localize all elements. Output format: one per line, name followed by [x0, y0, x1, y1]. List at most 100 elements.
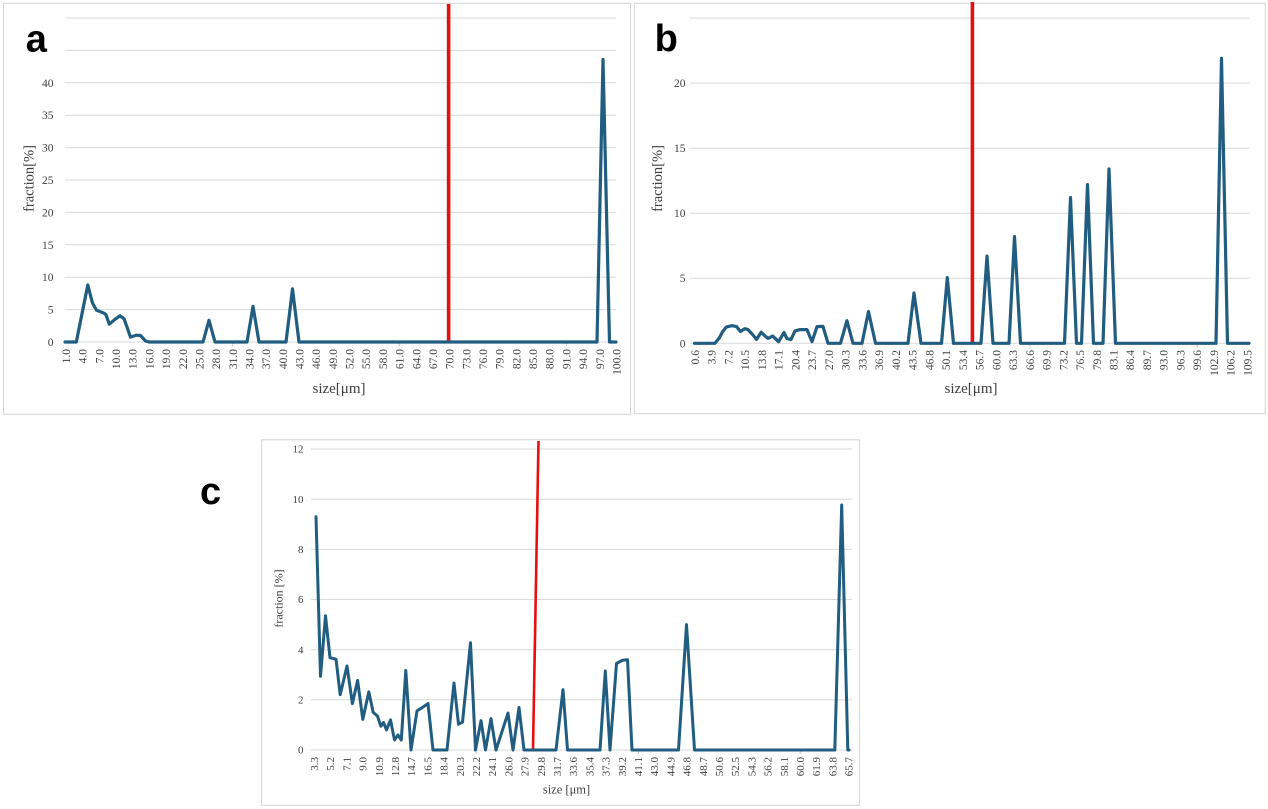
svg-text:6: 6	[298, 594, 304, 606]
svg-text:37.3: 37.3	[601, 757, 613, 777]
svg-text:93.0: 93.0	[1159, 350, 1171, 370]
svg-text:c: c	[200, 471, 221, 513]
svg-text:12: 12	[293, 444, 304, 456]
svg-text:size[μm]: size[μm]	[944, 381, 997, 397]
svg-text:33.6: 33.6	[568, 757, 580, 777]
svg-text:3.9: 3.9	[707, 350, 719, 365]
svg-text:4: 4	[298, 644, 304, 656]
svg-text:5.2: 5.2	[325, 757, 337, 771]
svg-text:67.0: 67.0	[428, 349, 440, 369]
svg-text:35: 35	[42, 110, 54, 122]
svg-text:43.0: 43.0	[295, 349, 307, 369]
svg-text:60.0: 60.0	[991, 350, 1003, 370]
svg-text:33.6: 33.6	[857, 350, 869, 370]
svg-text:16.0: 16.0	[144, 349, 156, 369]
svg-text:5: 5	[48, 305, 54, 317]
svg-text:fraction [%]: fraction [%]	[272, 569, 286, 627]
svg-text:31.0: 31.0	[228, 349, 240, 369]
svg-text:49.0: 49.0	[328, 349, 340, 369]
svg-text:106.2: 106.2	[1226, 350, 1238, 376]
svg-text:89.7: 89.7	[1142, 350, 1154, 370]
svg-text:61.9: 61.9	[811, 757, 823, 777]
svg-text:1.0: 1.0	[61, 349, 73, 364]
svg-text:60.0: 60.0	[795, 757, 807, 777]
svg-text:10: 10	[293, 494, 305, 506]
svg-text:31.7: 31.7	[552, 757, 564, 777]
svg-text:0: 0	[298, 745, 304, 757]
svg-text:76.0: 76.0	[478, 349, 490, 369]
svg-text:22.0: 22.0	[178, 349, 190, 369]
svg-text:99.6: 99.6	[1192, 350, 1204, 370]
svg-text:9.0: 9.0	[358, 757, 370, 771]
svg-text:50.1: 50.1	[941, 350, 953, 370]
svg-text:53.4: 53.4	[958, 350, 970, 370]
svg-text:26.0: 26.0	[503, 757, 515, 777]
svg-text:a: a	[26, 18, 48, 60]
svg-text:7.0: 7.0	[94, 349, 106, 364]
svg-text:41.1: 41.1	[633, 757, 645, 776]
svg-text:64.0: 64.0	[411, 349, 423, 369]
svg-text:46.8: 46.8	[924, 350, 936, 370]
svg-text:39.2: 39.2	[617, 757, 629, 776]
svg-text:66.6: 66.6	[1025, 350, 1037, 370]
svg-text:34.0: 34.0	[245, 349, 257, 369]
svg-text:fraction[%]: fraction[%]	[650, 145, 666, 212]
svg-text:48.7: 48.7	[698, 757, 710, 777]
svg-text:40.2: 40.2	[891, 350, 903, 370]
svg-text:16.5: 16.5	[422, 757, 434, 777]
svg-text:0: 0	[48, 337, 54, 349]
svg-text:52.0: 52.0	[345, 349, 357, 369]
svg-text:96.3: 96.3	[1176, 350, 1188, 370]
svg-text:25: 25	[42, 175, 54, 187]
svg-text:86.4: 86.4	[1125, 350, 1137, 370]
svg-text:0.6: 0.6	[690, 350, 702, 365]
svg-text:36.9: 36.9	[874, 350, 886, 370]
svg-text:109.5: 109.5	[1242, 350, 1254, 376]
svg-text:10.5: 10.5	[740, 350, 752, 370]
svg-text:27.9: 27.9	[520, 757, 532, 777]
svg-text:28.0: 28.0	[211, 349, 223, 369]
svg-text:14.7: 14.7	[406, 757, 418, 777]
svg-text:70.0: 70.0	[445, 349, 457, 369]
svg-text:10: 10	[674, 208, 686, 220]
svg-text:23.7: 23.7	[807, 350, 819, 370]
svg-text:69.9: 69.9	[1042, 350, 1054, 370]
svg-text:7.1: 7.1	[341, 757, 353, 771]
svg-text:20: 20	[42, 207, 54, 219]
svg-text:27.0: 27.0	[824, 350, 836, 370]
svg-text:61.0: 61.0	[395, 349, 407, 369]
svg-text:58.0: 58.0	[378, 349, 390, 369]
svg-text:91.0: 91.0	[561, 349, 573, 369]
svg-text:fraction[%]: fraction[%]	[22, 145, 38, 212]
svg-text:65.7: 65.7	[844, 757, 856, 777]
svg-text:54.3: 54.3	[746, 757, 758, 777]
svg-text:3.3: 3.3	[309, 757, 321, 771]
svg-text:30: 30	[42, 143, 54, 155]
svg-text:0: 0	[680, 338, 686, 350]
svg-text:83.1: 83.1	[1109, 350, 1121, 370]
svg-text:15: 15	[42, 240, 54, 252]
svg-text:19.0: 19.0	[161, 349, 173, 369]
svg-text:37.0: 37.0	[261, 349, 273, 369]
svg-text:18.4: 18.4	[439, 757, 451, 777]
svg-text:24.1: 24.1	[487, 757, 499, 776]
svg-text:56.2: 56.2	[763, 757, 775, 776]
svg-text:76.5: 76.5	[1075, 350, 1087, 370]
svg-text:4.0: 4.0	[78, 349, 90, 364]
svg-text:30.3: 30.3	[841, 350, 853, 370]
svg-text:20.4: 20.4	[790, 350, 802, 370]
svg-text:102.9: 102.9	[1209, 350, 1221, 376]
svg-text:12.8: 12.8	[390, 757, 402, 777]
svg-text:20.3: 20.3	[455, 757, 467, 777]
svg-text:20: 20	[674, 78, 686, 90]
svg-text:44.9: 44.9	[665, 757, 677, 777]
svg-text:size [μm]: size [μm]	[543, 783, 590, 797]
svg-text:52.5: 52.5	[730, 757, 742, 777]
svg-text:94.0: 94.0	[578, 349, 590, 369]
svg-text:82.0: 82.0	[511, 349, 523, 369]
svg-text:58.1: 58.1	[779, 757, 791, 776]
svg-text:73.0: 73.0	[461, 349, 473, 369]
svg-text:56.7: 56.7	[975, 350, 987, 370]
svg-text:22.2: 22.2	[471, 757, 483, 776]
svg-text:size[μm]: size[μm]	[312, 381, 365, 397]
